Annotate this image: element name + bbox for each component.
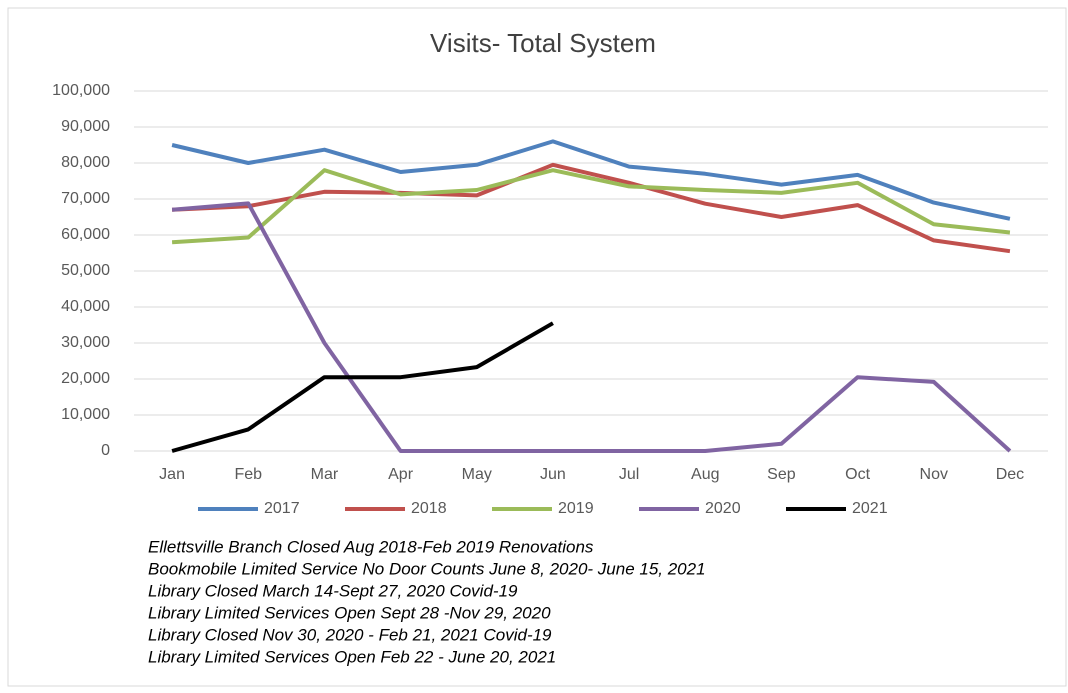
y-tick-label: 100,000	[52, 82, 110, 99]
x-tick-label: Sep	[767, 466, 796, 483]
annotation: Library Closed Nov 30, 2020 - Feb 21, 20…	[148, 625, 552, 644]
annotation: Library Closed March 14-Sept 27, 2020 Co…	[148, 581, 518, 600]
y-tick-label: 40,000	[61, 298, 110, 315]
x-tick-label: Jul	[619, 466, 639, 483]
annotation: Bookmobile Limited Service No Door Count…	[148, 559, 706, 578]
series-line	[171, 321, 554, 453]
legend-label: 2018	[411, 500, 447, 517]
legend-label: 2021	[852, 500, 888, 517]
x-tick-label: Oct	[845, 466, 870, 483]
x-tick-label: Jan	[159, 466, 185, 483]
x-tick-label: Jun	[540, 466, 566, 483]
x-tick-label: Apr	[388, 466, 414, 483]
y-tick-label: 90,000	[61, 118, 110, 135]
series-line	[171, 162, 1011, 254]
y-tick-label: 10,000	[61, 406, 110, 423]
y-tick-label: 70,000	[61, 190, 110, 207]
legend-label: 2017	[264, 500, 300, 517]
y-tick-label: 50,000	[61, 262, 110, 279]
y-tick-label: 20,000	[61, 370, 110, 387]
series-line	[171, 201, 1012, 453]
x-tick-label: May	[462, 466, 492, 483]
x-tick-label: Mar	[311, 466, 339, 483]
x-tick-label: Aug	[691, 466, 719, 483]
annotation: Library Limited Services Open Feb 22 - J…	[148, 647, 556, 666]
x-tick-label: Dec	[996, 466, 1024, 483]
series-line	[171, 168, 1011, 245]
x-tick-label: Feb	[234, 466, 262, 483]
series-line	[171, 139, 1011, 221]
legend-label: 2019	[558, 500, 594, 517]
annotation: Ellettsville Branch Closed Aug 2018-Feb …	[148, 537, 594, 556]
y-tick-label: 0	[101, 442, 110, 459]
x-tick-label: Nov	[920, 466, 948, 483]
y-tick-label: 60,000	[61, 226, 110, 243]
legend-label: 2020	[705, 500, 741, 517]
chart-frame	[7, 7, 1067, 687]
annotation: Library Limited Services Open Sept 28 -N…	[148, 603, 551, 622]
y-tick-label: 80,000	[61, 154, 110, 171]
y-tick-label: 30,000	[61, 334, 110, 351]
chart-title: Visits- Total System	[430, 28, 656, 58]
